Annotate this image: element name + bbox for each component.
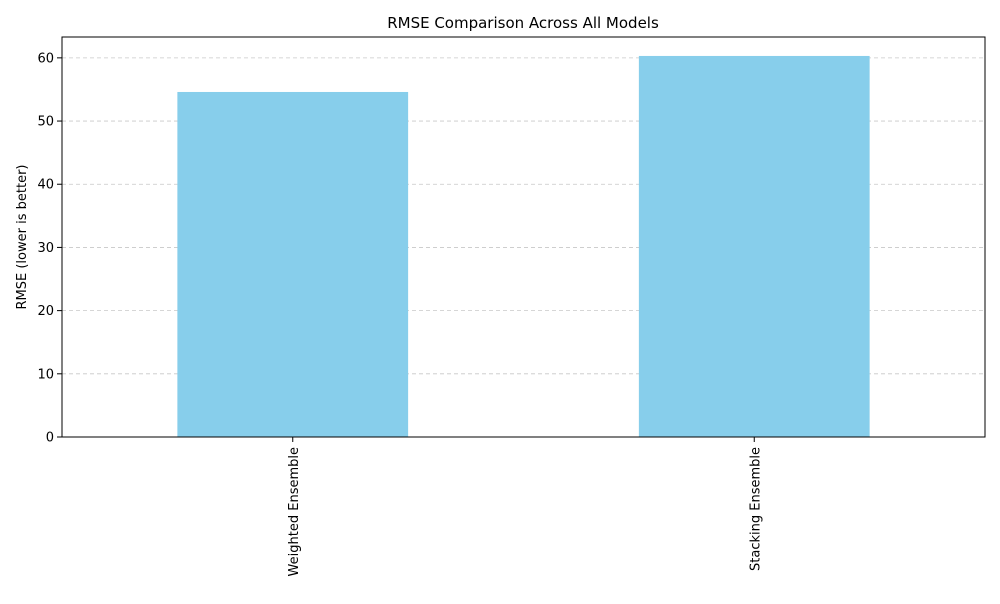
x-tick-label: Stacking Ensemble	[748, 447, 763, 571]
y-tick-label: 10	[37, 367, 54, 382]
x-axis-ticks: Weighted Ensemble Stacking Ensemble	[287, 437, 763, 576]
y-tick-label: 50	[37, 115, 54, 130]
y-tick-label: 0	[46, 431, 54, 446]
plot-frame	[61, 36, 986, 438]
bar	[177, 91, 409, 437]
y-axis-ticks: 0 10 20 30 40 50 60	[37, 51, 62, 446]
bars	[177, 55, 870, 438]
y-tick-label: 30	[37, 241, 54, 256]
y-axis-label: RMSE (lower is better)	[15, 165, 30, 310]
x-tick-label: Weighted Ensemble	[287, 447, 302, 576]
bar	[638, 55, 870, 438]
chart-title: RMSE Comparison Across All Models	[387, 14, 659, 32]
y-tick-label: 20	[37, 304, 54, 319]
y-tick-label: 60	[37, 51, 54, 66]
y-tick-label: 40	[37, 178, 54, 193]
